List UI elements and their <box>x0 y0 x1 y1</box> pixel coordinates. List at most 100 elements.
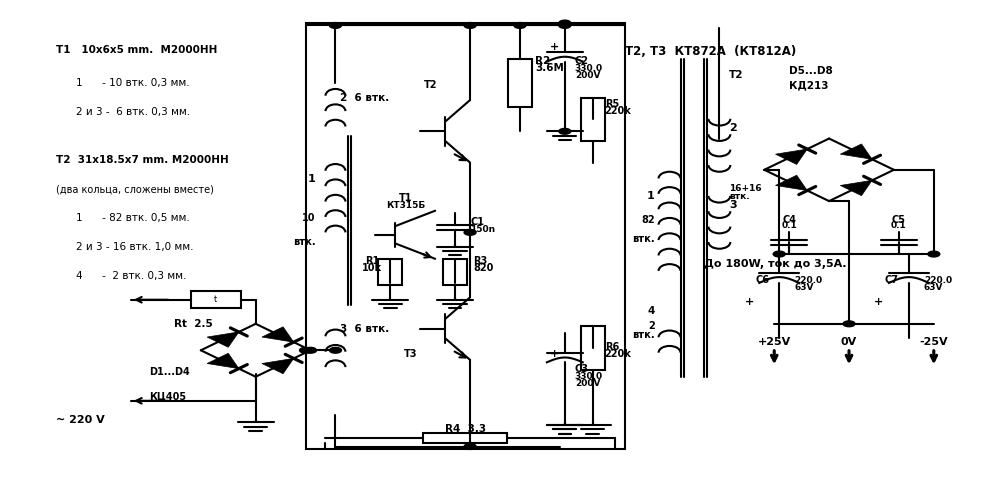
Bar <box>378 259 402 285</box>
Text: 220k: 220k <box>605 106 632 117</box>
Bar <box>508 59 532 107</box>
Text: R3: R3 <box>473 256 487 266</box>
Circle shape <box>300 348 312 353</box>
Text: 820: 820 <box>473 263 493 273</box>
Bar <box>581 326 605 369</box>
Text: T2: T2 <box>423 80 437 90</box>
Text: 2  6 втк.: 2 6 втк. <box>340 92 390 103</box>
Text: 82: 82 <box>641 215 655 225</box>
Text: D5...D8: D5...D8 <box>789 65 833 76</box>
Text: КТ315Б: КТ315Б <box>386 201 425 211</box>
Text: T3: T3 <box>404 349 417 360</box>
Text: 10k: 10k <box>362 263 382 273</box>
Text: -25V: -25V <box>919 337 948 348</box>
Text: R2: R2 <box>535 56 550 66</box>
Polygon shape <box>262 359 294 374</box>
Circle shape <box>773 251 785 257</box>
Text: C1: C1 <box>470 217 484 227</box>
Text: Rt  2.5: Rt 2.5 <box>174 319 213 329</box>
Text: 330.0: 330.0 <box>575 64 603 73</box>
Text: 3  6 втк.: 3 6 втк. <box>340 324 390 333</box>
Text: R1: R1 <box>365 256 379 266</box>
Text: 3: 3 <box>729 200 737 211</box>
Text: +: + <box>874 297 884 306</box>
Text: R6: R6 <box>605 342 619 352</box>
Polygon shape <box>776 175 807 191</box>
Text: 0V: 0V <box>841 337 857 348</box>
Text: +: + <box>550 42 559 51</box>
Text: C2: C2 <box>575 56 589 66</box>
Text: T2, T3  КТ872А  (КТ812А): T2, T3 КТ872А (КТ812А) <box>625 45 796 58</box>
Text: 3.6M: 3.6M <box>535 63 564 73</box>
Text: 2: 2 <box>648 320 655 331</box>
Text: T1: T1 <box>399 193 412 203</box>
Bar <box>443 259 467 285</box>
Text: C3: C3 <box>575 364 589 374</box>
Text: втк.: втк. <box>293 237 316 247</box>
Text: КД213: КД213 <box>789 80 829 90</box>
Text: 1: 1 <box>647 191 655 201</box>
Bar <box>423 433 507 443</box>
Text: C6: C6 <box>755 275 769 285</box>
Text: втк.: втк. <box>729 192 750 201</box>
Text: C4: C4 <box>782 215 796 225</box>
Text: 4: 4 <box>647 306 655 316</box>
Bar <box>191 291 241 308</box>
Polygon shape <box>840 144 872 159</box>
Circle shape <box>559 128 571 134</box>
Circle shape <box>559 20 571 26</box>
Circle shape <box>329 348 341 353</box>
Circle shape <box>843 321 855 327</box>
Text: КЦ405: КЦ405 <box>149 391 186 401</box>
Text: 2 и 3 -  6 втк. 0,3 мм.: 2 и 3 - 6 втк. 0,3 мм. <box>76 107 190 117</box>
Text: 0.1: 0.1 <box>891 221 907 229</box>
Polygon shape <box>840 181 872 196</box>
Text: 10: 10 <box>302 213 316 223</box>
Text: 1      - 82 втк. 0,5 мм.: 1 - 82 втк. 0,5 мм. <box>76 213 190 223</box>
Text: R4  3.3: R4 3.3 <box>445 424 486 434</box>
Circle shape <box>464 229 476 235</box>
Polygon shape <box>776 149 807 165</box>
Polygon shape <box>207 332 239 347</box>
Bar <box>306 23 625 449</box>
Text: 330.0: 330.0 <box>575 372 603 381</box>
Text: До 180W, ток до 3,5А.: До 180W, ток до 3,5А. <box>704 259 847 269</box>
Circle shape <box>928 251 940 257</box>
Text: C7: C7 <box>885 275 899 285</box>
Text: (два кольца, сложены вместе): (два кольца, сложены вместе) <box>56 184 214 194</box>
Text: T2: T2 <box>729 70 744 80</box>
Text: 220.0: 220.0 <box>924 276 952 285</box>
Text: 63V: 63V <box>794 283 814 292</box>
Text: D1...D4: D1...D4 <box>149 367 190 377</box>
Text: t: t <box>214 295 217 304</box>
Text: T1   10x6x5 mm.  M2000HH: T1 10x6x5 mm. M2000HH <box>56 45 218 55</box>
Text: ~ 220 V: ~ 220 V <box>56 415 105 425</box>
Text: 1: 1 <box>308 174 316 184</box>
Text: втк.: втк. <box>632 330 655 340</box>
Circle shape <box>559 23 571 29</box>
Circle shape <box>464 23 476 29</box>
Text: 220k: 220k <box>605 349 632 360</box>
Text: 1      - 10 втк. 0,3 мм.: 1 - 10 втк. 0,3 мм. <box>76 78 190 89</box>
Text: 0.1: 0.1 <box>781 221 797 229</box>
Polygon shape <box>262 327 294 342</box>
Text: 200V: 200V <box>575 379 600 388</box>
Circle shape <box>464 444 476 450</box>
Text: 4      -  2 втк. 0,3 мм.: 4 - 2 втк. 0,3 мм. <box>76 271 187 281</box>
Text: +25V: +25V <box>758 337 791 348</box>
Circle shape <box>514 23 526 29</box>
Text: 2 и 3 - 16 втк. 1,0 мм.: 2 и 3 - 16 втк. 1,0 мм. <box>76 242 194 252</box>
Text: +: + <box>550 349 559 360</box>
Bar <box>581 98 605 141</box>
Text: R5: R5 <box>605 99 619 109</box>
Text: 200V: 200V <box>575 71 600 80</box>
Text: T2  31x18.5x7 mm. M2000HH: T2 31x18.5x7 mm. M2000HH <box>56 155 229 166</box>
Circle shape <box>329 23 341 29</box>
Circle shape <box>305 348 317 353</box>
Text: 220.0: 220.0 <box>794 276 822 285</box>
Text: C5: C5 <box>892 215 906 225</box>
Text: +: + <box>745 297 754 306</box>
Text: 150n: 150n <box>470 226 495 234</box>
Polygon shape <box>207 353 239 369</box>
Text: 2: 2 <box>729 123 737 133</box>
